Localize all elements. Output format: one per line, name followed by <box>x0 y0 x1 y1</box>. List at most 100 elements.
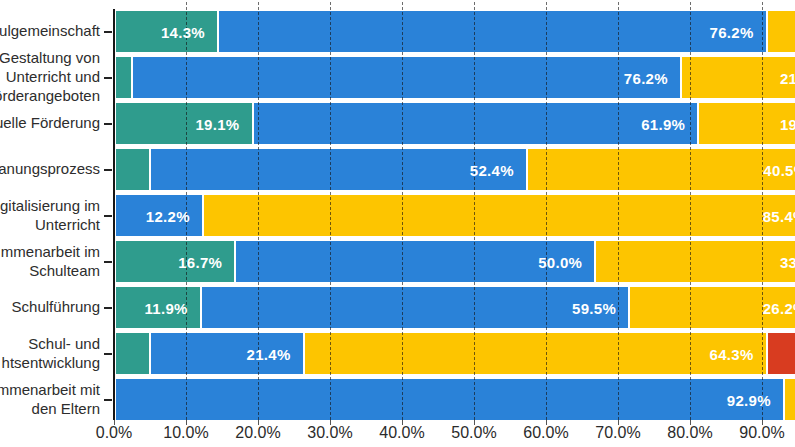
value-label: 14.3% <box>161 23 205 40</box>
category-label-line: den Eltern <box>0 399 100 418</box>
value-label: 26.2% <box>763 299 795 316</box>
row-tick-dash <box>104 399 112 402</box>
bar-row: 12.2% 85.4% <box>116 195 795 236</box>
x-tick-label: 0.0% <box>74 424 154 442</box>
value-label: 21.4% <box>780 69 795 86</box>
bar-row: 76.2% 21.4% <box>116 57 795 98</box>
bar-segment-blue: 50.0% <box>236 241 596 282</box>
category-label-line: Schulteam <box>0 261 100 280</box>
bar-segment-yellow <box>768 11 795 52</box>
bar-row: 11.9% 59.5% 26.2% <box>116 287 795 328</box>
category-label-line: htsentwicklung <box>0 353 100 372</box>
bar-segment-teal: 16.7% <box>116 241 236 282</box>
bar-segment-yellow: 40.5% <box>528 149 795 190</box>
bar-segment-yellow: 26.2% <box>630 287 795 328</box>
x-tick-label: 50.0% <box>434 424 514 442</box>
value-label: 64.3% <box>710 345 754 362</box>
x-tick-label: 20.0% <box>218 424 298 442</box>
row-tick-dash <box>104 261 112 264</box>
category-label-line: örderangeboten <box>0 86 100 105</box>
x-tick-label: 60.0% <box>506 424 586 442</box>
bar-segment-blue: 92.9% <box>116 379 785 420</box>
value-label: 21.4% <box>247 345 291 362</box>
bar-row: 52.4% 40.5% <box>116 149 795 190</box>
bar-segment-blue: 61.9% <box>254 103 700 144</box>
category-label-line: ulgemeinschaft <box>0 21 100 40</box>
bar-segment-blue: 76.2% <box>219 11 768 52</box>
value-label: 59.5% <box>572 299 616 316</box>
value-label: 19.0% <box>780 115 795 132</box>
row-tick-dash <box>104 77 112 80</box>
category-label: ulgemeinschaft <box>0 21 100 40</box>
bar-row: 14.3% 76.2% <box>116 11 795 52</box>
bar-row: 21.4% 64.3% <box>116 333 795 374</box>
x-tick-label: 10.0% <box>146 424 226 442</box>
x-tick-label: 80.0% <box>650 424 730 442</box>
value-label: 19.1% <box>195 115 239 132</box>
row-tick-dash <box>104 123 112 126</box>
stacked-bar-chart: ulgemeinschaftGestaltung vonUnterricht u… <box>0 0 795 447</box>
bar-segment-yellow: 21.4% <box>682 57 795 98</box>
bar-row: 19.1% 61.9% 19.0% <box>116 103 795 144</box>
bar-segment-blue: 12.2% <box>116 195 204 236</box>
bar-segment-yellow: 64.3% <box>305 333 768 374</box>
value-label: 12.2% <box>146 207 190 224</box>
gridline <box>330 2 331 420</box>
bar-segment-blue: 52.4% <box>151 149 528 190</box>
bar-segment-teal: 11.9% <box>116 287 202 328</box>
bar-segment-yellow: 33.3% <box>596 241 795 282</box>
bar-segment-blue: 59.5% <box>202 287 630 328</box>
bar-segment-yellow: 85.4% <box>204 195 795 236</box>
value-label: 50.0% <box>538 253 582 270</box>
category-label: Schul- undhtsentwicklung <box>0 334 100 372</box>
category-label: anungsprozess <box>0 159 100 178</box>
bar-row: 92.9% <box>116 379 795 420</box>
bar-segment-teal <box>116 333 151 374</box>
category-label: mmenarbeit mitden Eltern <box>0 380 100 418</box>
category-label-line: mmenarbeit mit <box>0 380 100 399</box>
value-label: 40.5% <box>763 161 795 178</box>
row-tick-dash <box>104 307 112 310</box>
row-tick-dash <box>104 31 112 34</box>
bar-row: 16.7% 50.0% 33.3% <box>116 241 795 282</box>
row-tick-dash <box>104 169 112 172</box>
category-label-line: Schul- und <box>0 334 100 353</box>
x-tick-label: 90.0% <box>722 424 795 442</box>
row-tick-dash <box>104 353 112 356</box>
value-label: 61.9% <box>641 115 685 132</box>
category-label: Gestaltung vonUnterricht undörderangebot… <box>0 48 100 105</box>
x-tick-label: 30.0% <box>290 424 370 442</box>
bar-segment-teal: 19.1% <box>116 103 254 144</box>
category-label-line: gitalisierung im <box>0 196 100 215</box>
value-label: 92.9% <box>727 391 771 408</box>
value-label: 76.2% <box>710 23 754 40</box>
category-label: uelle Förderung <box>0 113 100 132</box>
category-label: mmenarbeit imSchulteam <box>0 242 100 280</box>
category-label: Schulführung <box>0 297 100 316</box>
value-label: 16.7% <box>178 253 222 270</box>
category-label-line: anungsprozess <box>0 159 100 178</box>
bar-segment-teal <box>116 57 133 98</box>
gridline <box>618 2 619 420</box>
category-label-line: Gestaltung von <box>0 48 100 67</box>
value-label: 76.2% <box>624 69 668 86</box>
bar-segment-yellow <box>785 379 795 420</box>
bar-segment-blue: 76.2% <box>133 57 682 98</box>
category-label-line: Unterricht und <box>0 67 100 86</box>
bar-segment-blue: 21.4% <box>151 333 305 374</box>
gridline <box>474 2 475 420</box>
x-tick-label: 40.0% <box>362 424 442 442</box>
row-tick-dash <box>104 215 112 218</box>
bar-segment-yellow: 19.0% <box>699 103 795 144</box>
gridline <box>690 2 691 420</box>
category-label-line: mmenarbeit im <box>0 242 100 261</box>
bar-segment-teal: 14.3% <box>116 11 219 52</box>
value-label: 33.3% <box>780 253 795 270</box>
category-label: gitalisierung imUnterricht <box>0 196 100 234</box>
category-label-line: Unterricht <box>0 215 100 234</box>
y-axis-line <box>113 9 115 420</box>
value-label: 11.9% <box>144 299 187 316</box>
gridline <box>402 2 403 420</box>
value-label: 85.4% <box>763 207 795 224</box>
value-label: 52.4% <box>470 161 514 178</box>
